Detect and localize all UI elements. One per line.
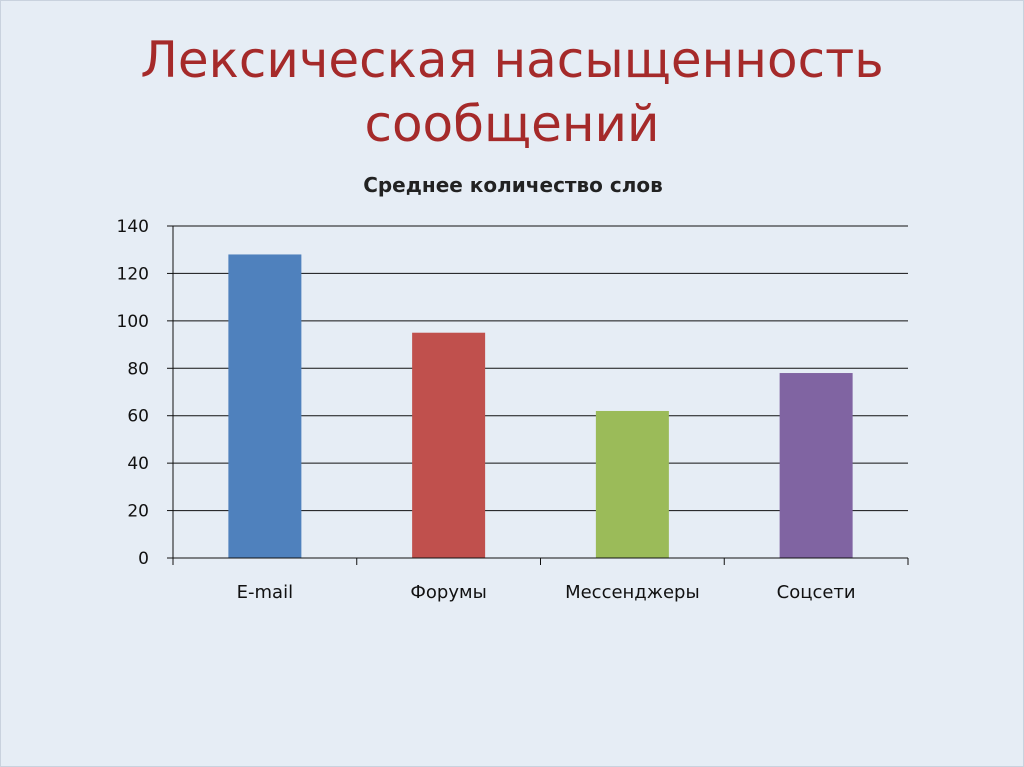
x-category-labels: E-mail Форумы Мессенджеры Соцсети: [237, 582, 856, 603]
bar-2: [595, 410, 669, 558]
x-category-label: Соцсети: [777, 582, 856, 603]
slide-title-line1: Лексическая насыщенность: [140, 31, 884, 89]
y-tick-labels: 0 20 40 60 80 100 120 140: [117, 217, 149, 569]
y-tick-label: 60: [127, 407, 149, 427]
slide-title-line2: сообщений: [364, 95, 660, 153]
y-tick-label: 100: [117, 312, 149, 332]
y-tick-label: 0: [138, 549, 149, 569]
y-tick-label: 20: [127, 502, 149, 522]
chart-title: Среднее количество слов: [363, 173, 663, 197]
y-tick-label: 140: [117, 217, 149, 237]
x-category-label: Мессенджеры: [565, 582, 700, 603]
x-category-label: Форумы: [410, 582, 486, 603]
y-tick-label: 80: [127, 359, 149, 379]
bar-1: [412, 332, 486, 558]
slide-title: Лексическая насыщенность сообщений: [0, 28, 1024, 156]
y-tick-label: 40: [127, 454, 149, 474]
axes: [172, 226, 909, 565]
y-tick-label: 120: [117, 264, 149, 284]
bar-3: [779, 373, 853, 558]
bars: [228, 254, 853, 558]
bar-0: [228, 254, 302, 558]
x-category-label: E-mail: [237, 582, 293, 603]
